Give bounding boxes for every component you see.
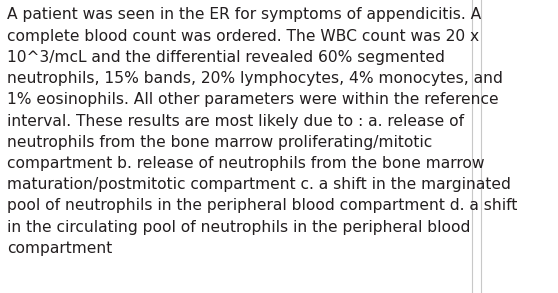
Text: A patient was seen in the ER for symptoms of appendicitis. A
complete blood coun: A patient was seen in the ER for symptom… bbox=[7, 7, 518, 256]
